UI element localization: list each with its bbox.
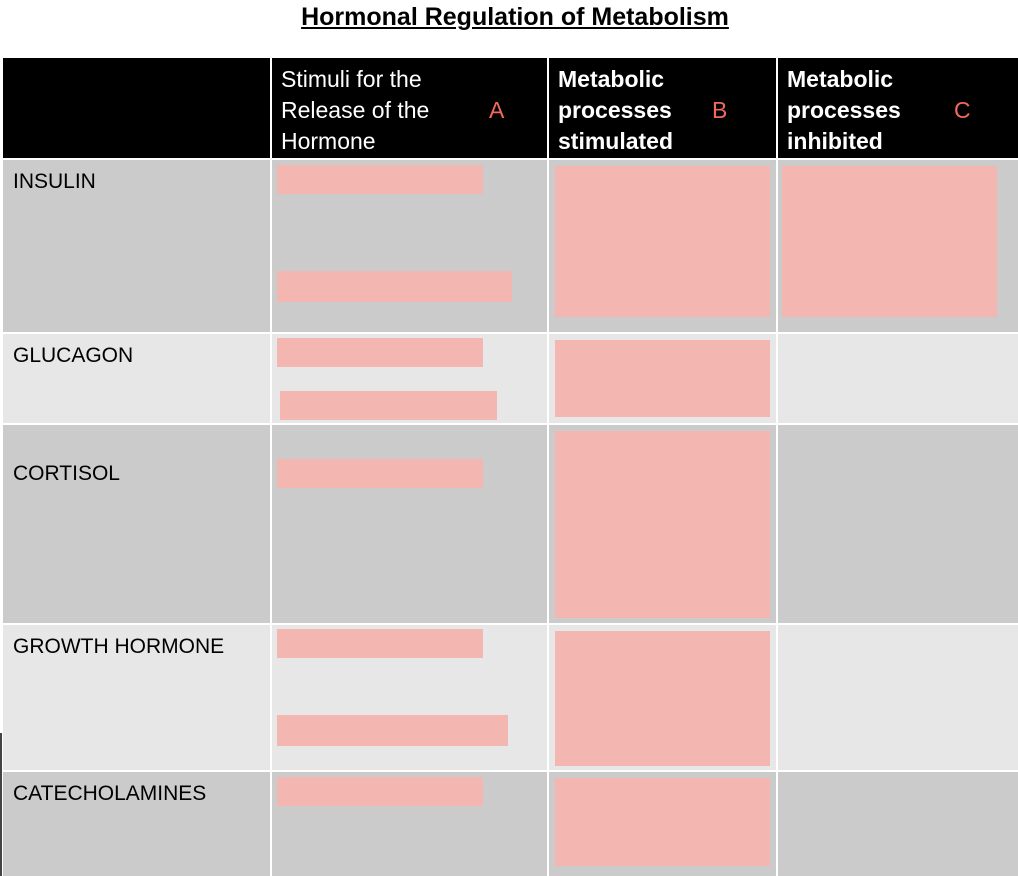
column-letter-b: B xyxy=(712,97,728,123)
header-stimuli-text: Stimuli for the Release of the Hormone xyxy=(281,64,429,157)
header-processes-inhibited: Metabolic processes inhibited C xyxy=(778,58,1018,158)
stimuli-cell xyxy=(272,625,547,770)
table-row-catecholamines: CATECHOLAMINES xyxy=(3,772,1018,876)
row-label: GROWTH HORMONE xyxy=(13,635,225,658)
answer-box xyxy=(277,777,483,806)
header-inhibited-line: Metabolic xyxy=(787,66,894,92)
header-stimulated-line: stimulated xyxy=(558,128,674,154)
stimulated-cell xyxy=(549,160,776,332)
table-row-insulin: INSULIN xyxy=(3,160,1018,332)
table-row-cortisol: CORTISOL xyxy=(3,425,1018,623)
stimulated-cell xyxy=(549,772,776,876)
column-letter-c: C xyxy=(954,97,971,123)
stimulated-cell xyxy=(549,625,776,770)
left-border-line xyxy=(0,733,2,876)
row-label: INSULIN xyxy=(13,170,96,193)
answer-box xyxy=(555,431,770,618)
inhibited-cell xyxy=(778,425,1018,623)
answer-box xyxy=(277,629,483,658)
row-label-cell: GROWTH HORMONE xyxy=(3,625,270,770)
table-row-glucagon: GLUCAGON xyxy=(3,334,1018,423)
header-inhibited-line: processes xyxy=(787,97,901,123)
row-label: CORTISOL xyxy=(13,462,120,485)
header-stimuli-line: Hormone xyxy=(281,128,376,154)
row-label-cell: INSULIN xyxy=(3,160,270,332)
inhibited-cell xyxy=(778,334,1018,423)
row-label: CATECHOLAMINES xyxy=(13,782,207,805)
header-empty-cell xyxy=(3,58,270,158)
inhibited-cell xyxy=(778,160,1018,332)
hormone-table: Stimuli for the Release of the Hormone A… xyxy=(3,58,1018,876)
stimulated-cell xyxy=(549,334,776,423)
answer-box xyxy=(555,340,770,417)
header-stimuli: Stimuli for the Release of the Hormone A xyxy=(272,58,547,158)
answer-box xyxy=(555,631,770,766)
header-inhibited-line: inhibited xyxy=(787,128,883,154)
answer-box xyxy=(782,166,997,317)
stimuli-cell xyxy=(272,160,547,332)
page-title: Hormonal Regulation of Metabolism xyxy=(301,3,729,31)
inhibited-cell xyxy=(778,625,1018,770)
stimuli-cell xyxy=(272,334,547,423)
answer-box xyxy=(277,459,483,488)
answer-box xyxy=(280,391,497,420)
table-header-row: Stimuli for the Release of the Hormone A… xyxy=(3,58,1018,158)
row-label-cell: CORTISOL xyxy=(3,425,270,623)
answer-box xyxy=(277,271,512,302)
header-stimulated-line: Metabolic xyxy=(558,66,665,92)
row-label-cell: GLUCAGON xyxy=(3,334,270,423)
row-label-cell: CATECHOLAMINES xyxy=(3,772,270,876)
header-stimulated-line: processes xyxy=(558,97,672,123)
row-label: GLUCAGON xyxy=(13,344,134,367)
answer-box xyxy=(277,715,508,746)
header-stimulated-text: Metabolic processes stimulated xyxy=(558,64,673,157)
stimuli-cell xyxy=(272,772,547,876)
table-row-growth-hormone: GROWTH HORMONE xyxy=(3,625,1018,770)
stimuli-cell xyxy=(272,425,547,623)
answer-box xyxy=(555,166,770,317)
header-inhibited-text: Metabolic processes inhibited xyxy=(787,64,901,157)
answer-box xyxy=(555,778,770,866)
column-letter-a: A xyxy=(489,97,505,123)
inhibited-cell xyxy=(778,772,1018,876)
header-processes-stimulated: Metabolic processes stimulated B xyxy=(549,58,776,158)
header-stimuli-line: Release of the xyxy=(281,97,430,123)
answer-box xyxy=(277,338,483,367)
header-stimuli-line: Stimuli for the xyxy=(281,66,422,92)
answer-box xyxy=(277,165,483,194)
stimulated-cell xyxy=(549,425,776,623)
